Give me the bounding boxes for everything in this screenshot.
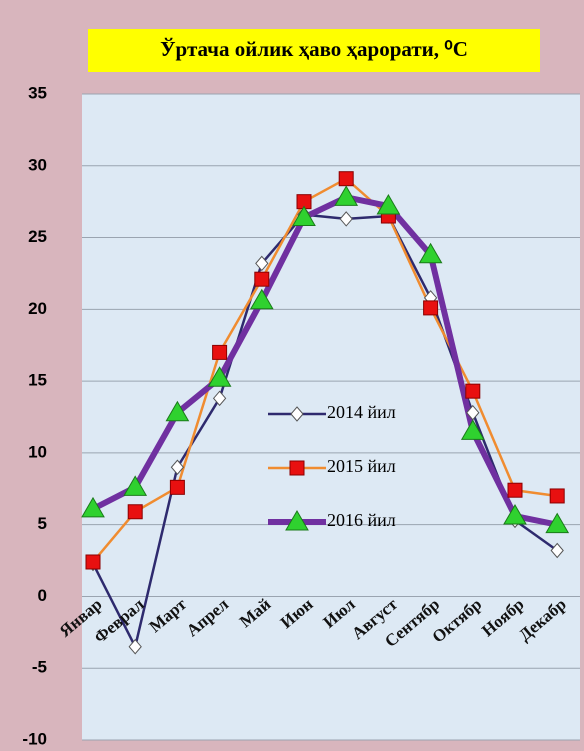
marker	[290, 406, 304, 422]
marker	[165, 400, 190, 422]
y-tick-label: 10	[28, 442, 47, 461]
marker	[255, 255, 269, 272]
marker	[212, 344, 228, 360]
marker	[123, 475, 148, 496]
marker	[285, 510, 309, 531]
marker	[289, 460, 305, 476]
marker	[338, 171, 354, 187]
marker	[249, 288, 274, 310]
y-tick-label: 30	[28, 155, 47, 174]
y-tick-label: 5	[38, 514, 47, 533]
marker	[549, 488, 565, 504]
chart-title: Ўртача ойлик ҳаво ҳарорати, ⁰C	[160, 37, 468, 61]
marker	[418, 242, 443, 264]
marker	[127, 504, 143, 520]
series-line	[91, 213, 558, 648]
y-tick-label: -5	[32, 658, 47, 677]
marker	[334, 185, 359, 206]
y-tick-label: 35	[28, 83, 47, 102]
marker	[376, 193, 401, 215]
marker	[81, 496, 105, 518]
y-tick-label: -10	[22, 729, 47, 748]
marker	[545, 512, 570, 534]
marker	[507, 482, 523, 498]
marker	[128, 638, 142, 655]
marker	[170, 459, 185, 476]
marker	[169, 479, 185, 495]
legend-label: 2014 йил	[327, 402, 396, 422]
y-tick-label: 25	[28, 227, 47, 246]
legend-label: 2015 йил	[327, 456, 396, 476]
series-line	[91, 194, 558, 528]
marker	[423, 300, 439, 316]
legend-label: 2016 йил	[327, 510, 396, 530]
marker	[550, 542, 564, 559]
marker	[207, 366, 232, 387]
marker	[339, 211, 353, 227]
y-tick-label: 0	[38, 586, 47, 605]
title-box	[88, 29, 540, 72]
marker	[85, 554, 101, 570]
y-tick-label: 15	[28, 371, 47, 390]
marker	[465, 383, 481, 399]
marker	[254, 271, 270, 287]
y-tick-label: 20	[28, 299, 47, 318]
marker	[212, 390, 227, 407]
marker	[292, 205, 316, 226]
marker	[503, 504, 527, 525]
marker	[460, 419, 485, 440]
